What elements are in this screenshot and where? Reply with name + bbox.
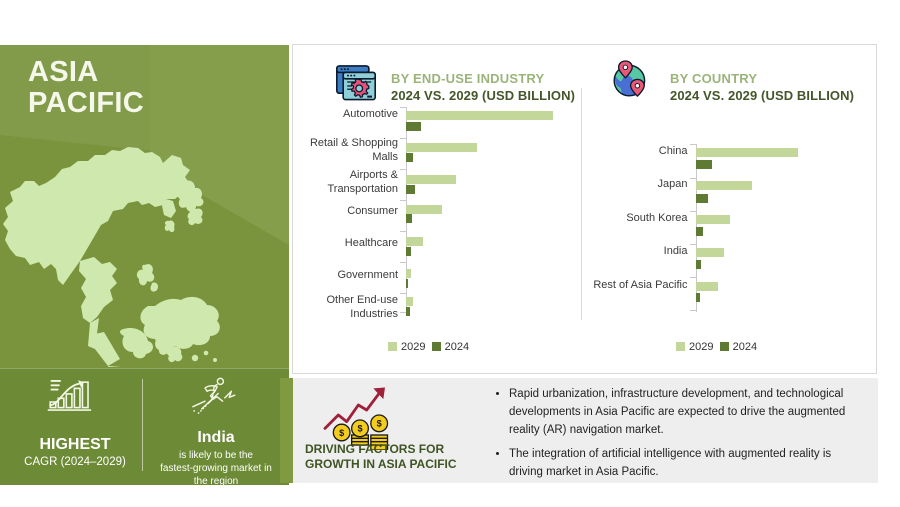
- svg-text:$: $: [357, 424, 362, 434]
- svg-text:$: $: [339, 428, 344, 438]
- svg-text:$: $: [377, 419, 382, 429]
